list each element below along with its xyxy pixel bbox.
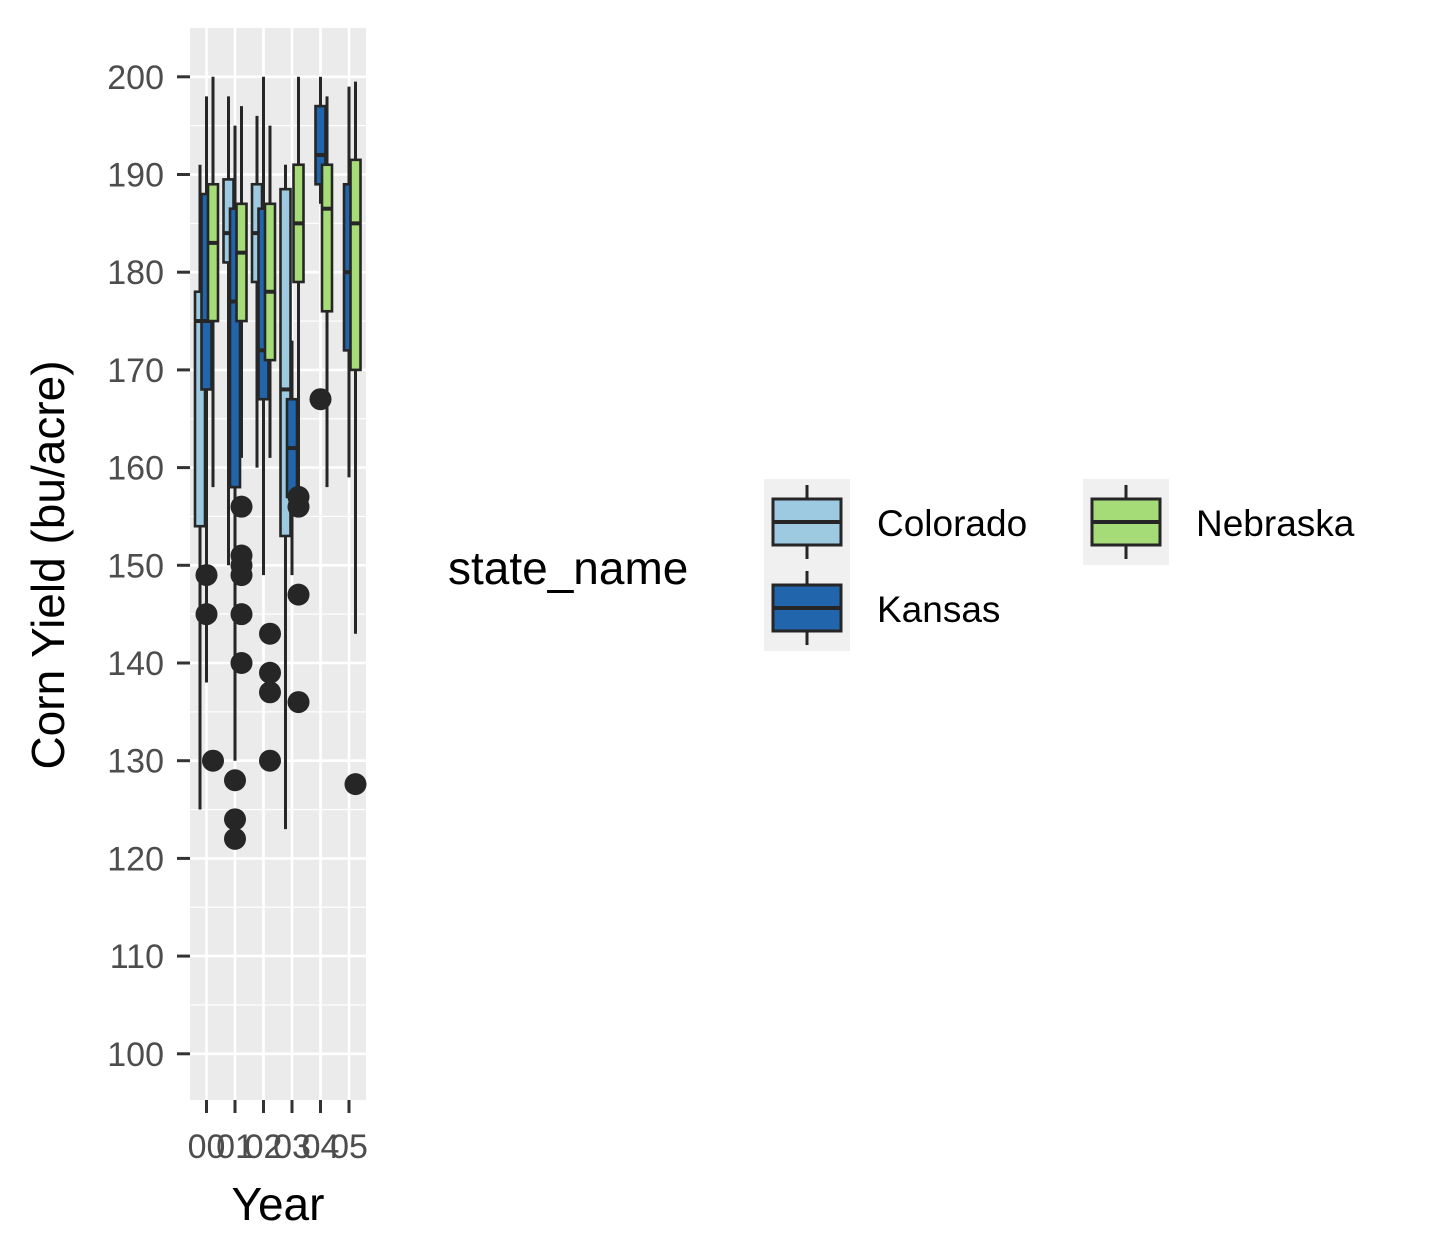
- box-body: [263, 202, 277, 362]
- x-tick-label: 05: [330, 1128, 368, 1166]
- y-axis: 100 110 120 130 140 150 160 170 180 190 200: [107, 59, 190, 1074]
- box-body: [235, 202, 248, 323]
- legend-keys: [764, 479, 1169, 651]
- y-tick-label: 100: [107, 1036, 164, 1074]
- x-axis-title: Year: [232, 1178, 325, 1230]
- outlier-point: [224, 769, 246, 792]
- outlier-point: [224, 808, 246, 831]
- legend-key-colorado: [764, 479, 850, 565]
- outlier-point: [202, 749, 224, 772]
- box-nebraska-01: [230, 106, 253, 674]
- y-tick-label: 130: [107, 743, 164, 781]
- outlier-point: [287, 583, 310, 606]
- y-axis-title: Corn Yield (bu/acre): [22, 360, 74, 769]
- outlier-point: [259, 681, 281, 704]
- legend-key-nebraska: [1083, 479, 1169, 565]
- y-tick-label: 140: [107, 645, 164, 683]
- outlier-point: [224, 827, 246, 850]
- y-tick-label: 180: [107, 254, 164, 292]
- box-series: [193, 76, 367, 850]
- box-nebraska-03: [287, 76, 310, 714]
- outlier-point: [259, 622, 281, 645]
- legend-label-nebraska: Nebraska: [1196, 503, 1355, 544]
- box-kansas-00: [195, 96, 218, 683]
- legend-label-kansas: Kansas: [877, 589, 1000, 630]
- x-tick-label: 00: [188, 1128, 226, 1166]
- outlier-point: [287, 691, 310, 714]
- outlier-point: [344, 773, 367, 796]
- minor-gridlines: [190, 125, 366, 1104]
- box-nebraska-02: [259, 125, 281, 772]
- y-tick-label: 190: [107, 157, 164, 195]
- legend-key-kansas: [764, 565, 850, 651]
- outlier-point: [195, 564, 218, 587]
- x-tick-label: 01: [216, 1128, 254, 1166]
- legend-title: state_name: [448, 542, 688, 594]
- outlier-point: [230, 652, 253, 674]
- y-tick-label: 110: [110, 938, 164, 976]
- y-tick-label: 160: [107, 450, 164, 488]
- box-body: [349, 158, 362, 372]
- y-tick-label: 150: [107, 547, 164, 585]
- outlier-point: [259, 661, 281, 684]
- x-tick-label: 02: [245, 1128, 283, 1166]
- x-tick-label: 03: [273, 1128, 311, 1166]
- x-tick-label: 04: [302, 1128, 340, 1166]
- legend: state_name Colorado Kansas Nebraska: [448, 479, 1355, 651]
- y-tick-label: 120: [107, 840, 164, 878]
- y-tick-label: 200: [107, 59, 164, 97]
- y-tick-label: 170: [107, 352, 164, 390]
- outlier-point: [259, 749, 281, 772]
- box-nebraska-04: [320, 96, 334, 488]
- outlier-point: [230, 564, 253, 587]
- box-nebraska-00: [202, 76, 224, 772]
- box-colorado-01: [222, 96, 235, 566]
- legend-label-colorado: Colorado: [877, 503, 1027, 544]
- box-body: [320, 163, 334, 313]
- outlier-point: [287, 495, 310, 518]
- box-nebraska-05: [344, 81, 367, 796]
- box-body: [206, 182, 220, 323]
- outlier-point: [195, 603, 218, 626]
- outlier-point: [230, 603, 253, 626]
- outlier-point: [230, 495, 253, 518]
